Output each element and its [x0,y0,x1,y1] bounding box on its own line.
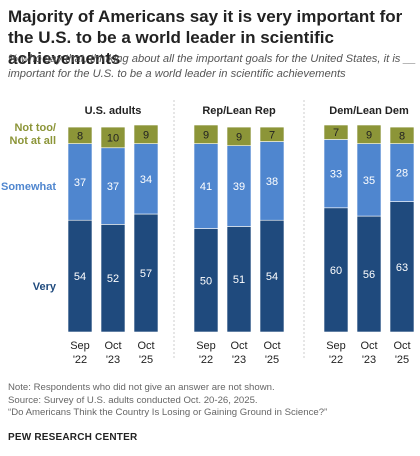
data-label: 9 [143,129,149,141]
stacked-bar-chart: U.S. adults 54 37 8 Sep '22 52 37 10 Oct '23 57 34 9 O… [1,100,415,366]
x-tick-label-year: '23 [106,354,120,366]
data-label: 10 [107,132,119,144]
chart-title: Majority of Americans say it is very imp… [8,7,403,68]
panel-title: Rep/Lean Rep [202,105,276,117]
bar-segment-somewhat [67,143,93,221]
x-tick-label-year: '22 [329,354,343,366]
bar-segment-not-too [259,126,285,142]
bar-segment-not-too [100,126,126,149]
bar-segment-somewhat [226,145,252,227]
bar-segment-not-too [67,126,93,144]
bar-segment-very [133,213,159,333]
bar-segment-very [100,224,126,333]
data-label: 54 [266,271,278,283]
note-text: Note: Respondents who did not give an an… [8,382,275,393]
data-label: 52 [107,273,119,285]
data-label: 33 [330,169,342,181]
legend-label-somewhat: Somewhat [1,181,56,193]
data-label: 8 [399,130,405,142]
bar-segment-not-too [193,124,219,144]
data-label: 7 [333,127,339,139]
bar-segment-somewhat [259,141,285,221]
data-label: 50 [200,275,212,287]
data-label: 60 [330,265,342,277]
org-name: PEW RESEARCH CENTER [8,432,138,443]
data-label: 7 [269,129,275,141]
bar-segment-somewhat [193,143,219,229]
data-label: 41 [200,181,212,193]
x-tick-label-year: '25 [139,354,153,366]
chart-subtitle: % who say that, thinking about all the i… [8,53,416,80]
data-label: 37 [107,181,119,193]
x-tick-label-month: Oct [230,340,247,352]
x-tick-label-month: Oct [104,340,121,352]
x-tick-label-month: Oct [263,340,280,352]
bar-segment-not-too [323,124,349,140]
bar-segment-somewhat [100,147,126,225]
bar-segment-very [389,201,415,333]
data-label: 38 [266,176,278,188]
x-tick-label-year: '25 [395,354,409,366]
data-label: 9 [236,131,242,143]
x-tick-label-year: '22 [73,354,87,366]
data-label: 34 [140,174,152,186]
panel-title: U.S. adults [85,105,142,117]
data-label: 57 [140,268,152,280]
legend-label-not-at-all: Not at all [10,135,56,147]
data-label: 51 [233,274,245,286]
legend-label-very: Very [33,281,57,293]
data-label: 56 [363,269,375,281]
x-tick-label-month: Oct [393,340,410,352]
x-tick-label-year: '25 [265,354,279,366]
legend-label-not-too: Not too/ [14,122,56,134]
report-title: “Do Americans Think the Country Is Losin… [8,407,328,418]
chart-notes: Note: Respondents who did not give an an… [8,382,418,420]
bar-segment-somewhat [323,139,349,209]
data-label: 39 [233,181,245,193]
data-label: 54 [74,271,86,283]
x-tick-label-year: '22 [199,354,213,366]
data-label: 9 [366,129,372,141]
bar-segment-somewhat [356,143,382,217]
bar-segment-not-too [133,124,159,144]
bar-segment-not-too [389,126,415,144]
source-text: Source: Survey of U.S. adults conducted … [8,394,258,406]
data-label: 63 [396,262,408,274]
bar-segment-not-too [226,126,252,146]
x-tick-label-month: Sep [70,340,90,352]
panel-title: Dem/Lean Dem [329,105,409,117]
bar-segment-very [259,219,285,333]
bar-segment-not-too [356,124,382,144]
x-tick-label-year: '23 [362,354,376,366]
data-label: 8 [77,130,83,142]
data-label: 37 [74,177,86,189]
x-tick-label-month: Sep [196,340,216,352]
x-tick-label-month: Oct [360,340,377,352]
bar-segment-somewhat [133,143,159,215]
data-label: 9 [203,129,209,141]
x-tick-label-month: Sep [326,340,346,352]
x-tick-label-month: Oct [137,340,154,352]
data-label: 28 [396,168,408,180]
bar-segment-very [356,215,382,333]
x-tick-label-year: '23 [232,354,246,366]
bar-segment-very [193,228,219,333]
bar-segment-somewhat [389,143,415,202]
data-label: 35 [363,175,375,187]
